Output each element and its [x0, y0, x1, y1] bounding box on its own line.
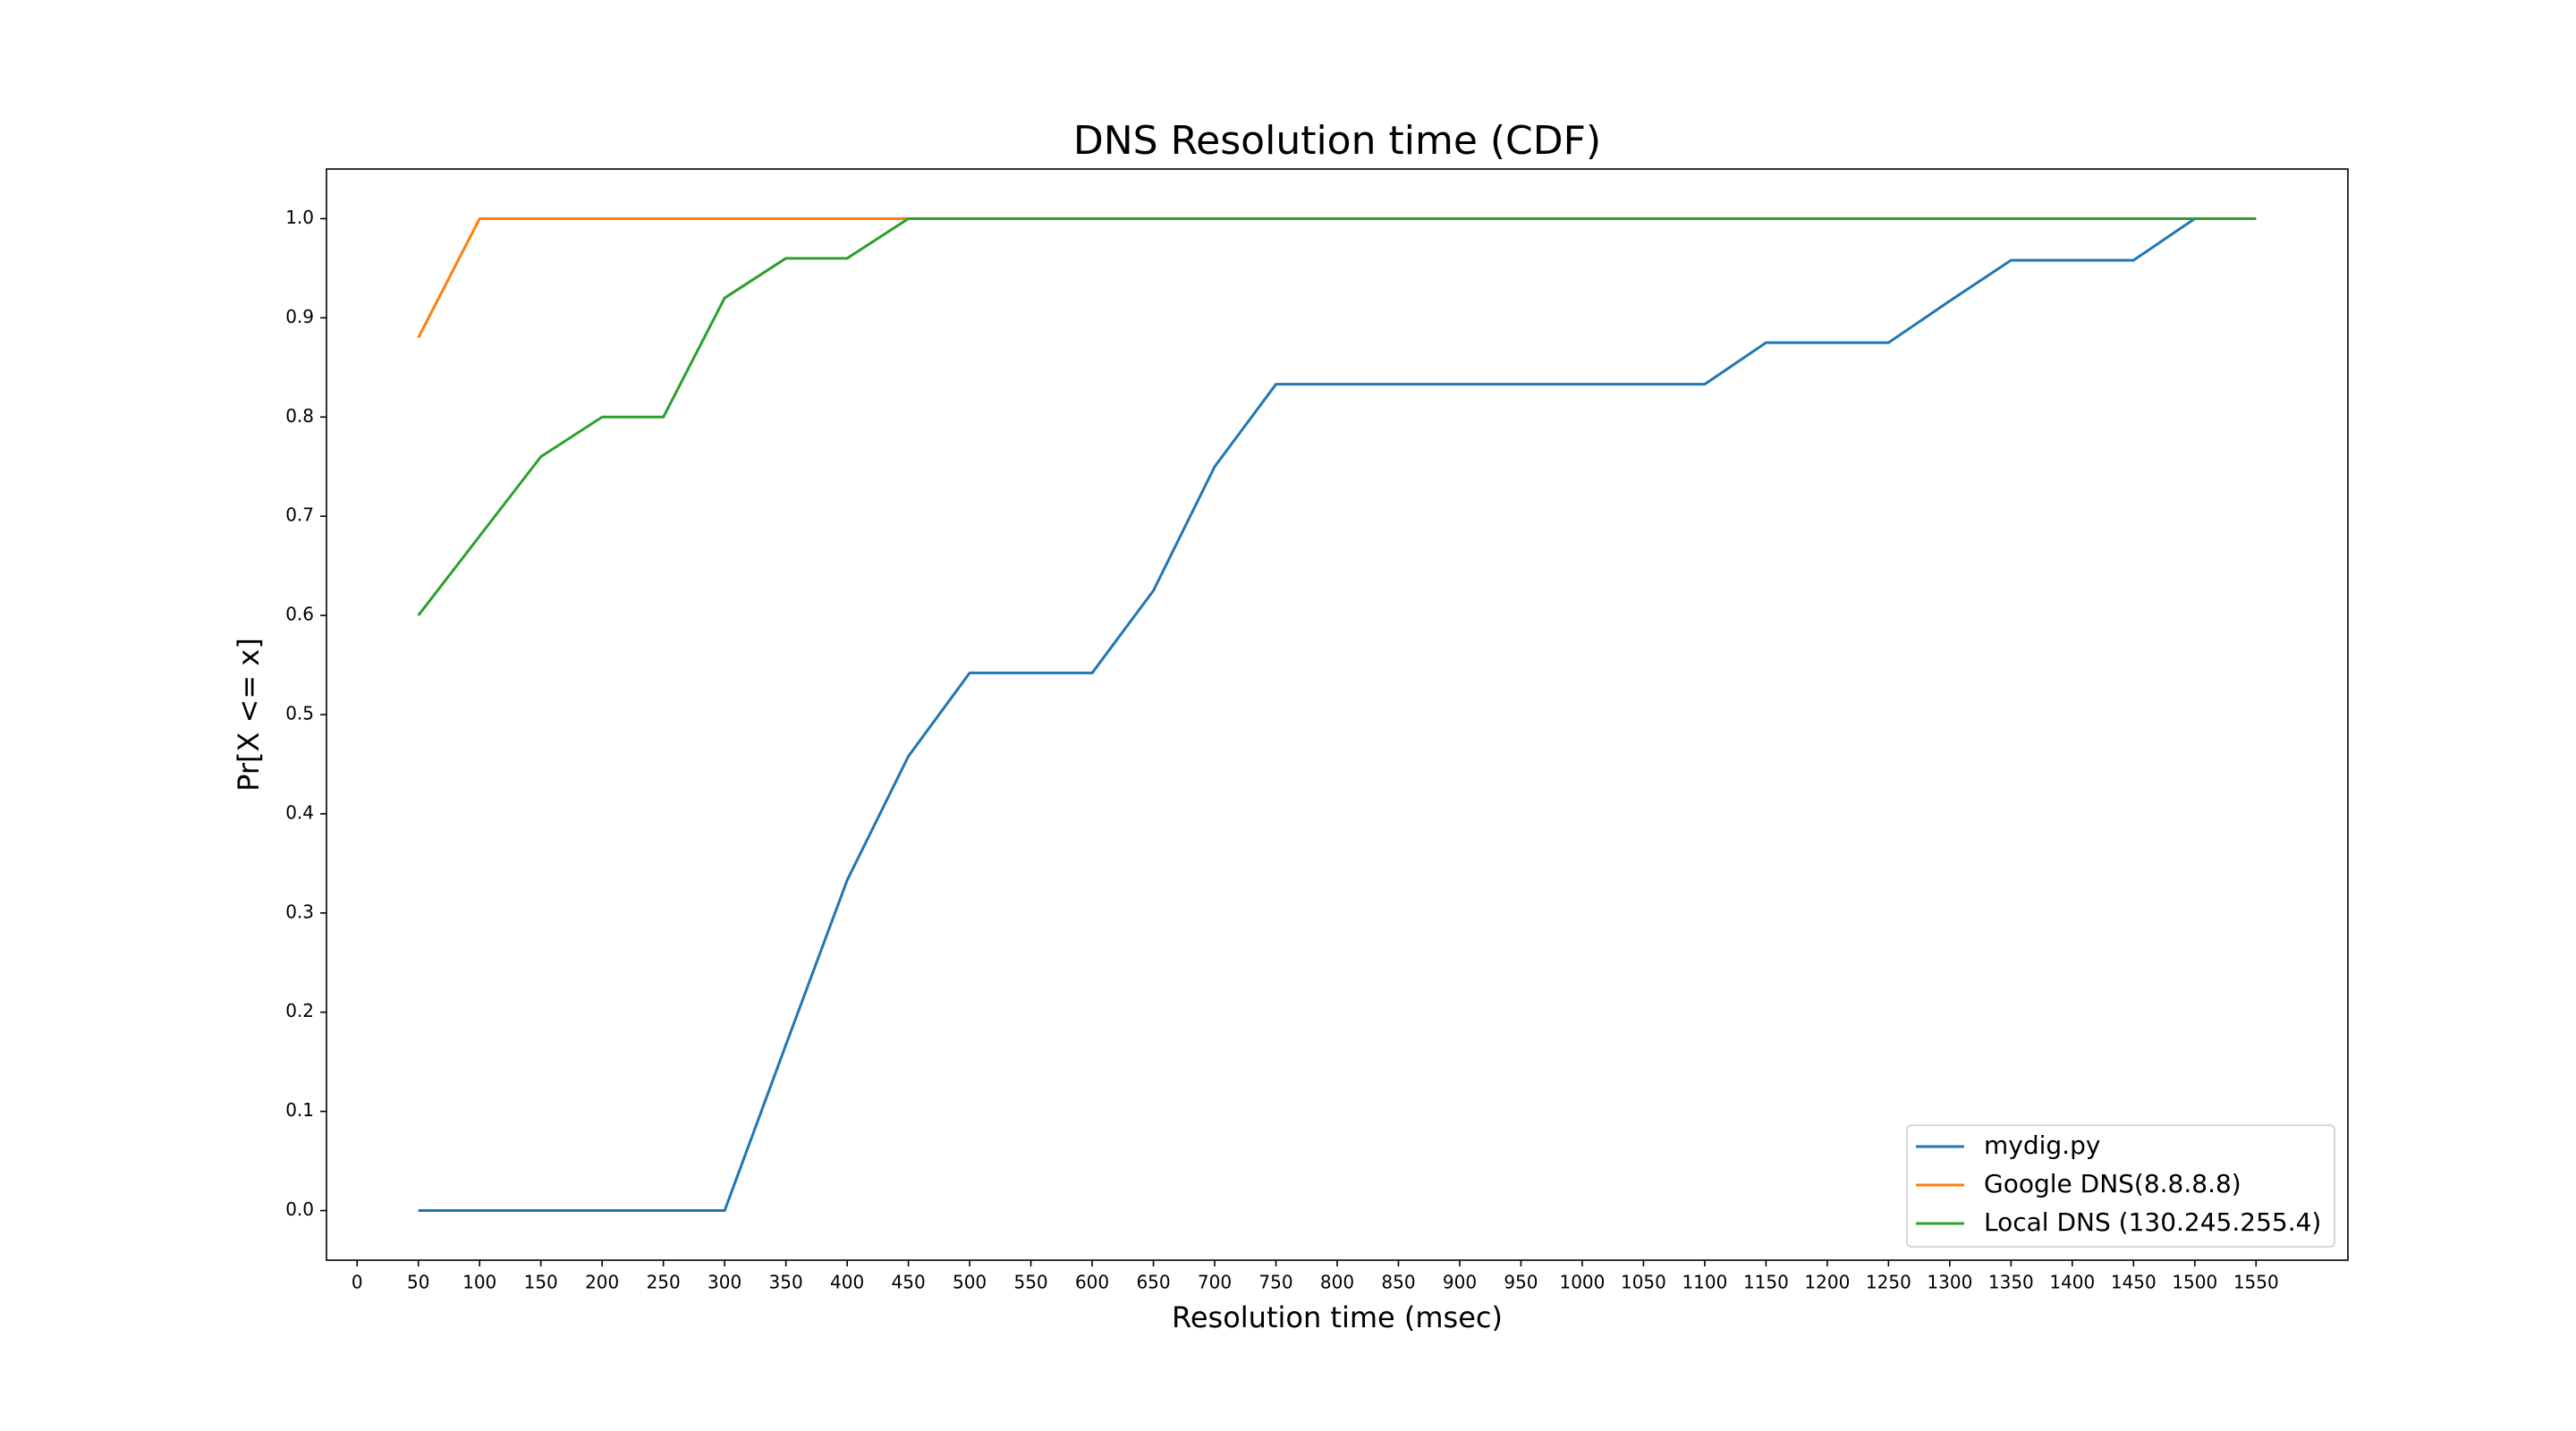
x-tick-label: 1150 — [1743, 1272, 1789, 1293]
y-tick-label: 1.0 — [285, 207, 314, 228]
legend-label: Google DNS(8.8.8.8) — [1984, 1169, 2241, 1198]
x-tick-label: 1250 — [1866, 1272, 1911, 1293]
x-tick-label: 50 — [407, 1272, 429, 1293]
x-tick-label: 950 — [1504, 1272, 1538, 1293]
x-tick-label: 1000 — [1559, 1272, 1605, 1293]
x-tick-label: 0 — [352, 1272, 363, 1293]
series-line — [418, 216, 2257, 1213]
x-tick-label: 600 — [1075, 1272, 1109, 1293]
y-tick-label: 0.4 — [285, 801, 314, 823]
x-tick-label: 1350 — [1988, 1272, 2034, 1293]
y-tick-label: 0.5 — [285, 703, 314, 724]
x-tick-label: 250 — [647, 1272, 681, 1293]
x-tick-label: 1300 — [1927, 1272, 1972, 1293]
y-tick-label: 0.7 — [285, 504, 314, 526]
x-tick-label: 450 — [892, 1272, 926, 1293]
x-tick-label: 1450 — [2111, 1272, 2157, 1293]
legend-box — [1906, 1124, 2335, 1248]
x-tick-label: 350 — [769, 1272, 803, 1293]
x-tick-label: 1050 — [1621, 1272, 1666, 1293]
x-tick-label: 1200 — [1804, 1272, 1850, 1293]
y-tick-label: 0.2 — [285, 1000, 314, 1021]
x-tick-label: 550 — [1013, 1272, 1047, 1293]
x-tick-label: 850 — [1381, 1272, 1415, 1293]
y-tick-label: 0.3 — [285, 901, 314, 922]
x-tick-label: 750 — [1258, 1272, 1292, 1293]
x-tick-label: 900 — [1443, 1272, 1477, 1293]
x-tick-label: 650 — [1136, 1272, 1170, 1293]
x-tick-label: 150 — [524, 1272, 558, 1293]
x-tick-label: 1400 — [2049, 1272, 2095, 1293]
x-tick-label: 800 — [1320, 1272, 1354, 1293]
legend-label: Local DNS (130.245.255.4) — [1984, 1207, 2321, 1237]
plot-frame — [326, 168, 2349, 1261]
y-tick-label: 0.8 — [285, 405, 314, 427]
x-tick-label: 500 — [953, 1272, 987, 1293]
x-tick-label: 400 — [830, 1272, 864, 1293]
series-line — [417, 216, 2257, 617]
y-axis-label: Pr[X <= x] — [232, 638, 266, 792]
legend-label: mydig.py — [1984, 1130, 2100, 1160]
x-tick-label: 1100 — [1682, 1272, 1727, 1293]
x-tick-label: 200 — [585, 1272, 619, 1293]
y-tick-label: 0.1 — [285, 1099, 314, 1121]
y-tick-label: 0.9 — [285, 306, 314, 327]
x-tick-label: 100 — [462, 1272, 496, 1293]
x-tick-label: 1550 — [2233, 1272, 2279, 1293]
x-tick-label: 300 — [708, 1272, 741, 1293]
y-tick-label: 0.6 — [285, 604, 314, 625]
x-tick-label: 700 — [1198, 1272, 1232, 1293]
x-tick-label: 1500 — [2172, 1272, 2217, 1293]
x-axis-label: Resolution time (msec) — [1172, 1300, 1503, 1334]
y-tick-label: 0.0 — [285, 1198, 314, 1220]
chart-title: DNS Resolution time (CDF) — [1073, 118, 1601, 164]
